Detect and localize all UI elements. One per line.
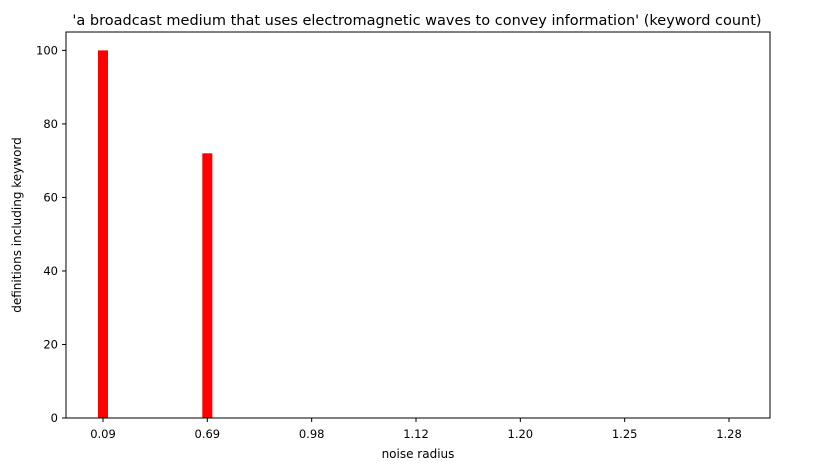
y-tick-label: 20 [43, 337, 58, 351]
y-tick-label: 40 [43, 264, 58, 278]
bar-0.09 [98, 50, 108, 418]
y-tick-label: 100 [36, 43, 58, 57]
x-tick-label: 0.69 [195, 427, 221, 441]
x-axis-ticks: 0.09 0.69 0.98 1.12 1.20 1.25 1.28 [90, 418, 742, 441]
x-tick-label: 1.25 [612, 427, 638, 441]
x-tick-label: 0.98 [299, 427, 325, 441]
bar-0.69 [202, 153, 213, 419]
x-tick-label: 1.12 [403, 427, 429, 441]
x-axis-label: noise radius [382, 447, 455, 461]
y-tick-label: 60 [43, 190, 58, 204]
bars-group [98, 50, 213, 419]
x-tick-label: 1.28 [716, 427, 742, 441]
y-tick-label: 0 [51, 411, 58, 425]
y-axis-ticks: 0 20 40 60 80 100 [36, 43, 66, 425]
x-tick-label: 0.09 [90, 427, 116, 441]
y-axis-label: definitions including keyword [10, 137, 24, 313]
y-tick-label: 80 [43, 117, 58, 131]
chart-title: 'a broadcast medium that uses electromag… [72, 13, 761, 29]
x-tick-label: 1.20 [508, 427, 534, 441]
plot-frame [65, 31, 771, 419]
